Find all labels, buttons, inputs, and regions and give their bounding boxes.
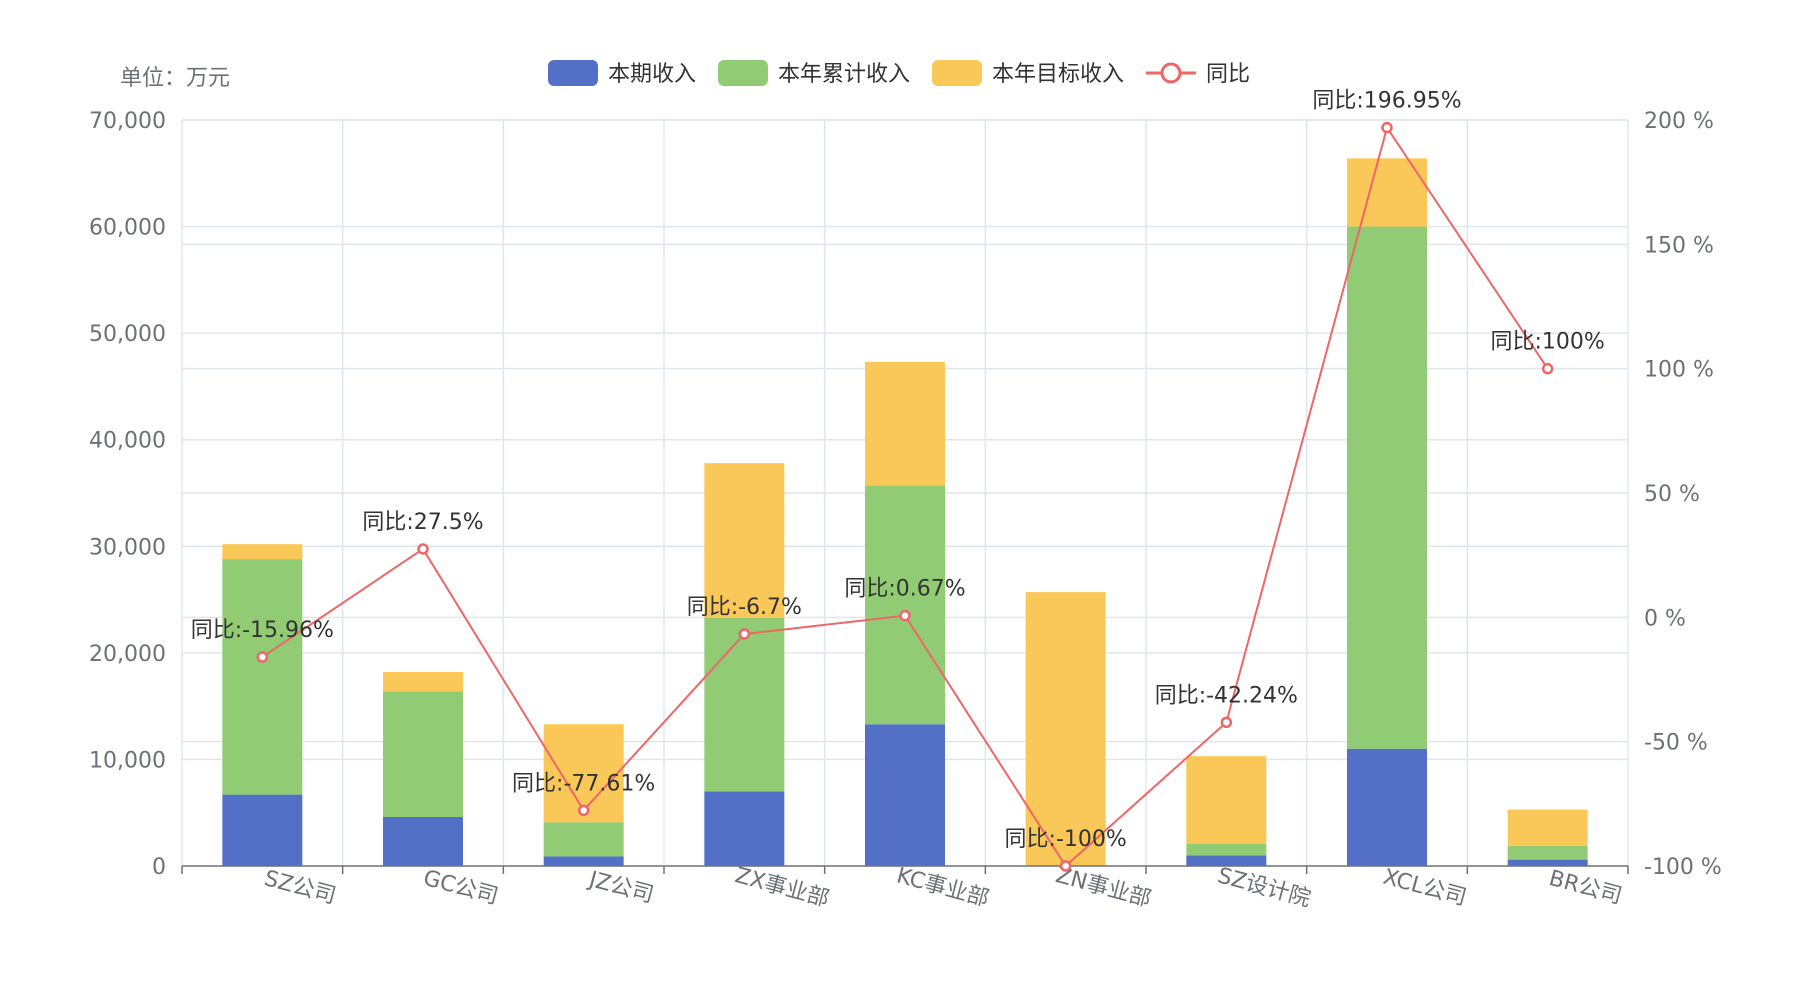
bar-segment [383, 672, 463, 692]
legend-swatch [932, 60, 982, 86]
bar-segment [1347, 226, 1427, 749]
bar-segment [1025, 592, 1106, 866]
y-left-tick-label: 60,000 [89, 216, 166, 241]
yoy-data-label: 同比:-77.61% [512, 771, 655, 796]
x-tick-label: GC公司 [421, 866, 501, 910]
unit-label: 单位：万元 [120, 66, 230, 91]
yoy-point [738, 628, 751, 640]
legend-label: 本年累计收入 [778, 62, 910, 87]
x-tick-label: SZ公司 [262, 866, 339, 909]
legend-item[interactable]: 本年目标收入 [932, 60, 1124, 87]
bar-segment [1347, 748, 1427, 866]
yoy-data-label: 同比:196.95% [1312, 89, 1461, 114]
bar-segment [383, 691, 463, 817]
y-right-tick-label: 50 % [1644, 482, 1700, 507]
legend-item[interactable]: 本期收入 [548, 60, 696, 87]
y-left-tick-label: 40,000 [89, 429, 166, 454]
bar-segment [543, 856, 624, 866]
bar-series [222, 158, 1588, 866]
bar-segment [222, 544, 303, 560]
bar-segment [704, 463, 785, 618]
bar-segment [543, 822, 624, 857]
x-tick-label: XCL公司 [1380, 865, 1469, 911]
yoy-data-label: 同比:0.67% [844, 577, 965, 602]
yoy-point [1541, 362, 1554, 375]
yoy-point [577, 804, 590, 817]
x-tick-label: BR公司 [1546, 866, 1624, 909]
x-tick-label: KC事业部 [894, 863, 992, 912]
y-left-tick-label: 70,000 [89, 109, 166, 134]
legend-label: 本年目标收入 [992, 62, 1124, 87]
y-left-tick-label: 0 [152, 855, 166, 880]
bar-segment [1186, 855, 1267, 866]
yoy-point [1220, 716, 1233, 729]
yoy-data-labels: 同比:-15.96% 同比:27.5% 同比:-77.61% 同比:-6.7% 同比:0… [191, 89, 1605, 852]
y-right-tick-label: -50 % [1644, 731, 1708, 756]
y-left-tick-label: 10,000 [89, 748, 166, 773]
bar-segment [222, 794, 303, 866]
legend: 本期收入 本年累计收入 本年目标收入 同比 [548, 60, 1250, 87]
bar-segment [1347, 158, 1427, 227]
yoy-data-label: 同比:-6.7% [687, 595, 802, 620]
bar-segment [1507, 859, 1588, 866]
yoy-point [899, 609, 911, 622]
bar-segment [704, 617, 785, 792]
y-right-tick-label: 200 % [1644, 109, 1714, 134]
bar-segment [1186, 843, 1267, 856]
grid-lines [181, 119, 1629, 866]
bar-segment [222, 559, 303, 795]
bar-segment [865, 361, 945, 486]
legend-label: 同比 [1206, 62, 1250, 87]
bar-segment [1186, 756, 1267, 844]
bar-segment [1507, 845, 1588, 860]
yoy-data-label: 同比:-100% [1005, 827, 1127, 852]
y-right-tick-label: -100 % [1644, 855, 1722, 880]
y-right-tick-label: 0 % [1644, 606, 1686, 631]
yoy-data-label: 同比:-15.96% [191, 618, 334, 643]
x-tick-label: ZX事业部 [732, 863, 831, 912]
y-right-tick-label: 100 % [1644, 358, 1714, 383]
yoy-line-series [256, 121, 1554, 872]
bar-segment [1507, 809, 1588, 846]
bar-segment [704, 791, 785, 866]
x-tick-label: SZ设计院 [1215, 863, 1313, 912]
legend-line-marker [1160, 62, 1182, 84]
yoy-data-label: 同比:-42.24% [1155, 683, 1298, 708]
legend-item[interactable]: 同比 [1146, 62, 1250, 87]
legend-item[interactable]: 本年累计收入 [718, 60, 910, 87]
yoy-point [1381, 121, 1393, 134]
legend-label: 本期收入 [608, 62, 696, 87]
legend-swatch [718, 60, 768, 86]
bar-segment [383, 816, 463, 866]
yoy-data-label: 同比:100% [1491, 330, 1605, 355]
legend-swatch [548, 60, 598, 86]
y-left-tick-label: 50,000 [89, 322, 166, 347]
bar-segment [865, 485, 945, 725]
yoy-point [417, 543, 429, 555]
y-left-tick-label: 20,000 [89, 642, 166, 667]
bar-segment [865, 724, 945, 866]
yoy-point [1059, 860, 1072, 872]
yoy-point [256, 651, 269, 663]
x-tick-label: JZ公司 [585, 867, 657, 909]
yoy-data-label: 同比:27.5% [362, 510, 483, 535]
y-left-tick-label: 30,000 [89, 535, 166, 560]
y-right-tick-label: 150 % [1644, 233, 1714, 258]
